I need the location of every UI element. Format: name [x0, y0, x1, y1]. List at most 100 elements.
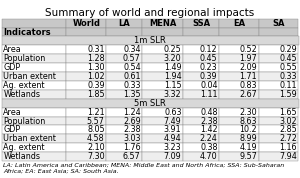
Bar [142, 54, 183, 63]
Text: 1.65: 1.65 [279, 108, 297, 117]
Text: 8.05: 8.05 [87, 125, 105, 134]
Text: 0.31: 0.31 [87, 45, 105, 54]
Text: 9.57: 9.57 [239, 152, 257, 161]
Text: Indicators: Indicators [3, 28, 51, 36]
Text: 1.59: 1.59 [279, 90, 297, 99]
Text: 1.42: 1.42 [200, 125, 218, 134]
Text: 5.57: 5.57 [87, 117, 105, 125]
Bar [67, 90, 106, 99]
Bar [2, 117, 67, 125]
Text: LA: Latin America and Caribbean; MENA: Middle East and North Africa; SSA: Sub-Sa: LA: Latin America and Caribbean; MENA: M… [3, 163, 284, 174]
Text: 2.67: 2.67 [239, 90, 257, 99]
Bar [219, 19, 259, 28]
Text: 0.39: 0.39 [200, 72, 218, 81]
Bar [106, 134, 142, 143]
Bar [67, 152, 106, 161]
Bar [183, 63, 219, 72]
Bar [183, 143, 219, 152]
Bar [183, 117, 219, 125]
Text: Wetlands: Wetlands [3, 90, 40, 99]
Text: 1.16: 1.16 [280, 143, 297, 152]
Bar [183, 108, 219, 117]
Bar [106, 117, 142, 125]
Text: 0.61: 0.61 [123, 72, 141, 81]
Bar [219, 152, 259, 161]
Text: 1.30: 1.30 [87, 63, 105, 72]
Text: 0.34: 0.34 [123, 45, 141, 54]
Bar [67, 19, 106, 28]
Bar [219, 81, 259, 90]
Bar [259, 72, 298, 81]
Bar [106, 90, 142, 99]
Bar [259, 143, 298, 152]
Bar [142, 152, 183, 161]
Bar [142, 108, 183, 117]
Bar [259, 63, 298, 72]
Bar [183, 72, 219, 81]
Bar [67, 134, 106, 143]
Bar [259, 45, 298, 54]
Bar [219, 143, 259, 152]
Text: 0.54: 0.54 [123, 63, 141, 72]
Bar [142, 90, 183, 99]
Bar [219, 90, 259, 99]
Text: 0.12: 0.12 [200, 45, 218, 54]
Bar [2, 99, 298, 108]
Bar [2, 72, 67, 81]
Bar [219, 117, 259, 125]
Bar [2, 45, 67, 54]
Text: World: World [72, 19, 100, 28]
Bar [106, 125, 142, 134]
Text: 2.30: 2.30 [240, 108, 257, 117]
Bar [259, 19, 298, 28]
Text: 2.38: 2.38 [123, 125, 141, 134]
Text: 3.20: 3.20 [164, 54, 182, 63]
Text: Ag. extent: Ag. extent [3, 143, 45, 152]
Bar [106, 28, 142, 36]
Bar [219, 108, 259, 117]
Text: Summary of world and regional impacts: Summary of world and regional impacts [45, 8, 255, 18]
Text: 1.94: 1.94 [164, 72, 182, 81]
Text: 0.29: 0.29 [279, 45, 297, 54]
Text: 2.72: 2.72 [279, 134, 297, 143]
Text: 0.39: 0.39 [87, 81, 105, 90]
Text: 0.33: 0.33 [280, 72, 297, 81]
Text: Area: Area [3, 45, 22, 54]
Text: 8.99: 8.99 [239, 134, 257, 143]
Bar [142, 45, 183, 54]
Text: 10.2: 10.2 [240, 125, 257, 134]
Bar [219, 54, 259, 63]
Text: EA: EA [233, 19, 245, 28]
Bar [183, 54, 219, 63]
Bar [259, 54, 298, 63]
Bar [219, 63, 259, 72]
Text: GDP: GDP [3, 63, 20, 72]
Bar [106, 72, 142, 81]
Text: 0.52: 0.52 [239, 45, 257, 54]
Text: 2.10: 2.10 [87, 143, 105, 152]
Bar [183, 90, 219, 99]
Text: 4.58: 4.58 [87, 134, 105, 143]
Text: 1.28: 1.28 [87, 54, 105, 63]
Bar [2, 63, 67, 72]
Bar [142, 117, 183, 125]
Bar [2, 54, 67, 63]
Bar [106, 152, 142, 161]
Bar [183, 45, 219, 54]
Bar [2, 81, 67, 90]
Text: SSA: SSA [192, 19, 210, 28]
Text: 2.09: 2.09 [239, 63, 257, 72]
Bar [106, 19, 142, 28]
Bar [67, 63, 106, 72]
Bar [2, 143, 67, 152]
Text: 3.32: 3.32 [164, 90, 182, 99]
Text: 0.11: 0.11 [280, 81, 297, 90]
Bar [2, 108, 67, 117]
Bar [2, 36, 298, 45]
Bar [67, 108, 106, 117]
Bar [67, 54, 106, 63]
Text: 3.23: 3.23 [164, 143, 182, 152]
Text: 1m SLR: 1m SLR [134, 36, 166, 45]
Text: 0.57: 0.57 [123, 54, 141, 63]
Bar [67, 45, 106, 54]
